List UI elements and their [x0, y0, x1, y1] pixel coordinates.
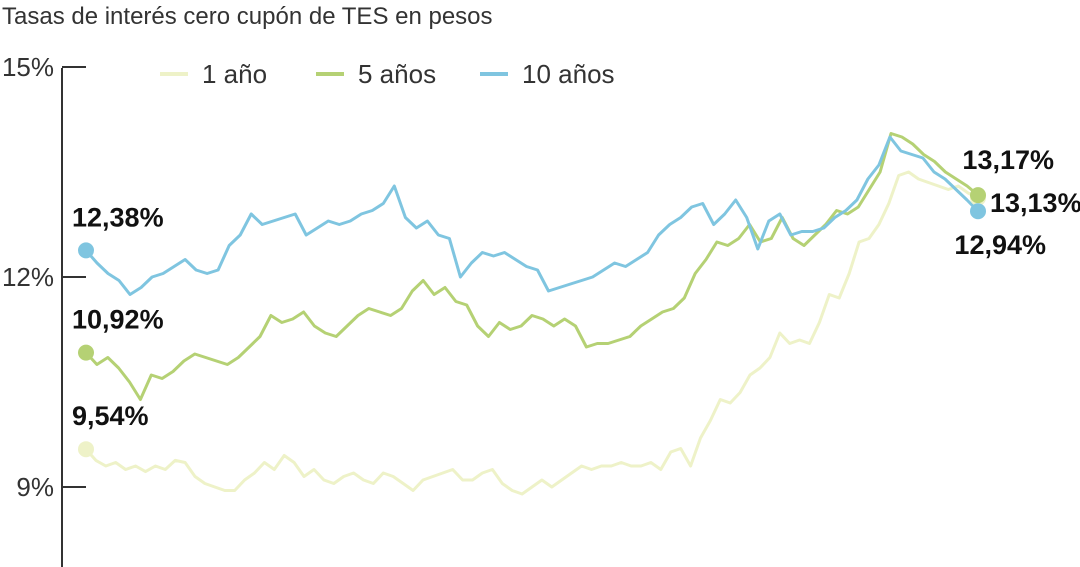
end-value-label: 13,17% [962, 145, 1054, 175]
series-line [84, 132, 979, 401]
start-value-label: 12,38% [72, 202, 164, 232]
series-line [84, 135, 980, 296]
end-point-marker [970, 203, 986, 220]
legend-label: 10 años [522, 59, 615, 89]
y-tick-label: 9% [16, 472, 54, 502]
chart-title: Tasas de interés cero cupón de TES en pe… [2, 3, 493, 30]
end-point-marker [970, 187, 986, 204]
start-point-marker [78, 242, 94, 259]
legend-label: 5 años [358, 59, 436, 89]
y-tick-label: 12% [2, 262, 54, 292]
legend-label: 1 año [202, 59, 267, 89]
series-line [84, 170, 979, 496]
start-value-label: 10,92% [72, 305, 164, 335]
start-value-label: 9,54% [72, 401, 149, 431]
end-value-label: 13,13% [990, 188, 1080, 218]
start-point-marker [78, 344, 94, 361]
y-tick-label: 15% [2, 52, 54, 82]
end-value-label: 12,94% [954, 230, 1046, 260]
start-point-marker [78, 441, 94, 458]
